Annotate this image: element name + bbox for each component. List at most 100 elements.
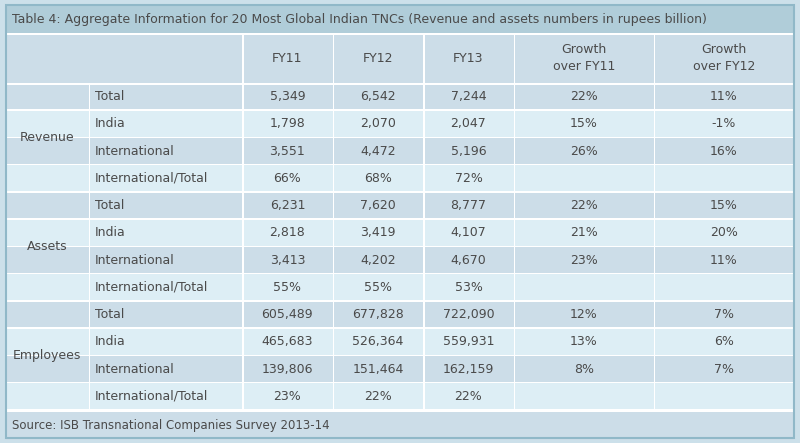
Text: 22%: 22% — [570, 90, 598, 103]
Text: 68%: 68% — [364, 172, 392, 185]
Text: Table 4: Aggregate Information for 20 Most Global Indian TNCs (Revenue and asset: Table 4: Aggregate Information for 20 Mo… — [12, 12, 707, 26]
Bar — [6, 245, 794, 247]
Text: International/Total: International/Total — [94, 281, 208, 294]
Text: 6,231: 6,231 — [270, 199, 305, 212]
Bar — [333, 246, 334, 274]
Bar — [514, 246, 515, 274]
Text: 16%: 16% — [710, 144, 738, 158]
Bar — [514, 192, 515, 219]
Bar — [514, 83, 515, 110]
Bar — [333, 274, 334, 301]
Text: 2,818: 2,818 — [270, 226, 306, 239]
Text: 20%: 20% — [710, 226, 738, 239]
Bar — [6, 410, 794, 412]
Text: 677,828: 677,828 — [352, 308, 404, 321]
Text: 5,349: 5,349 — [270, 90, 306, 103]
Bar — [89, 274, 90, 301]
Text: International: International — [94, 363, 174, 376]
Bar — [6, 328, 794, 355]
Bar — [423, 301, 425, 328]
Bar — [242, 328, 244, 355]
Bar — [6, 165, 794, 192]
Bar — [6, 191, 794, 193]
Bar — [654, 219, 655, 246]
Text: 12%: 12% — [570, 308, 598, 321]
Text: 4,202: 4,202 — [360, 254, 396, 267]
Text: 23%: 23% — [274, 390, 302, 403]
Bar — [654, 355, 655, 383]
Bar — [6, 110, 794, 137]
Text: International/Total: International/Total — [94, 390, 208, 403]
Text: 162,159: 162,159 — [443, 363, 494, 376]
Text: 11%: 11% — [710, 254, 738, 267]
Bar — [242, 246, 244, 274]
Bar — [514, 301, 515, 328]
Text: FY13: FY13 — [454, 51, 484, 65]
Bar — [514, 274, 515, 301]
Text: Total: Total — [94, 199, 124, 212]
Bar — [423, 192, 425, 219]
Bar — [89, 110, 90, 137]
Bar — [6, 109, 794, 111]
Bar — [89, 383, 90, 410]
Bar — [6, 382, 794, 383]
Bar — [654, 33, 655, 83]
Bar — [6, 412, 794, 439]
Bar — [6, 327, 794, 329]
Text: 3,551: 3,551 — [270, 144, 306, 158]
Bar — [89, 192, 90, 219]
Bar — [333, 83, 334, 110]
Bar — [6, 192, 794, 219]
Bar — [242, 219, 244, 246]
Bar — [654, 165, 655, 192]
Text: 559,931: 559,931 — [442, 335, 494, 348]
Bar — [6, 383, 794, 410]
Text: 6%: 6% — [714, 335, 734, 348]
Bar — [89, 83, 90, 110]
Text: 5,196: 5,196 — [450, 144, 486, 158]
Bar — [514, 33, 515, 83]
Bar — [242, 355, 244, 383]
Bar — [333, 137, 334, 165]
Text: International/Total: International/Total — [94, 172, 208, 185]
Text: Growth
over FY12: Growth over FY12 — [693, 43, 755, 73]
Bar — [242, 274, 244, 301]
Text: 22%: 22% — [454, 390, 482, 403]
Bar — [242, 110, 244, 137]
Text: 15%: 15% — [710, 199, 738, 212]
Bar — [6, 246, 794, 274]
Bar — [89, 355, 90, 383]
Bar — [423, 219, 425, 246]
Text: 7,620: 7,620 — [360, 199, 396, 212]
Text: 465,683: 465,683 — [262, 335, 313, 348]
Text: 7%: 7% — [714, 363, 734, 376]
Bar — [6, 83, 794, 85]
Bar — [423, 165, 425, 192]
Text: 21%: 21% — [570, 226, 598, 239]
Bar — [654, 274, 655, 301]
Bar — [333, 165, 334, 192]
Bar — [333, 301, 334, 328]
Bar — [89, 301, 90, 328]
Bar — [89, 328, 90, 355]
Bar — [6, 219, 794, 246]
Bar — [423, 383, 425, 410]
Bar — [6, 355, 794, 383]
Text: 11%: 11% — [710, 90, 738, 103]
Text: 13%: 13% — [570, 335, 598, 348]
Bar — [6, 300, 794, 302]
Bar — [514, 137, 515, 165]
Text: Total: Total — [94, 308, 124, 321]
Text: 23%: 23% — [570, 254, 598, 267]
Text: International: International — [94, 144, 174, 158]
Text: 6,542: 6,542 — [360, 90, 396, 103]
Bar — [423, 83, 425, 110]
Text: 722,090: 722,090 — [442, 308, 494, 321]
Bar — [6, 33, 794, 83]
Bar — [654, 192, 655, 219]
Bar — [654, 83, 655, 110]
Text: 66%: 66% — [274, 172, 302, 185]
Bar — [514, 219, 515, 246]
Text: 15%: 15% — [570, 117, 598, 130]
Text: 3,413: 3,413 — [270, 254, 305, 267]
